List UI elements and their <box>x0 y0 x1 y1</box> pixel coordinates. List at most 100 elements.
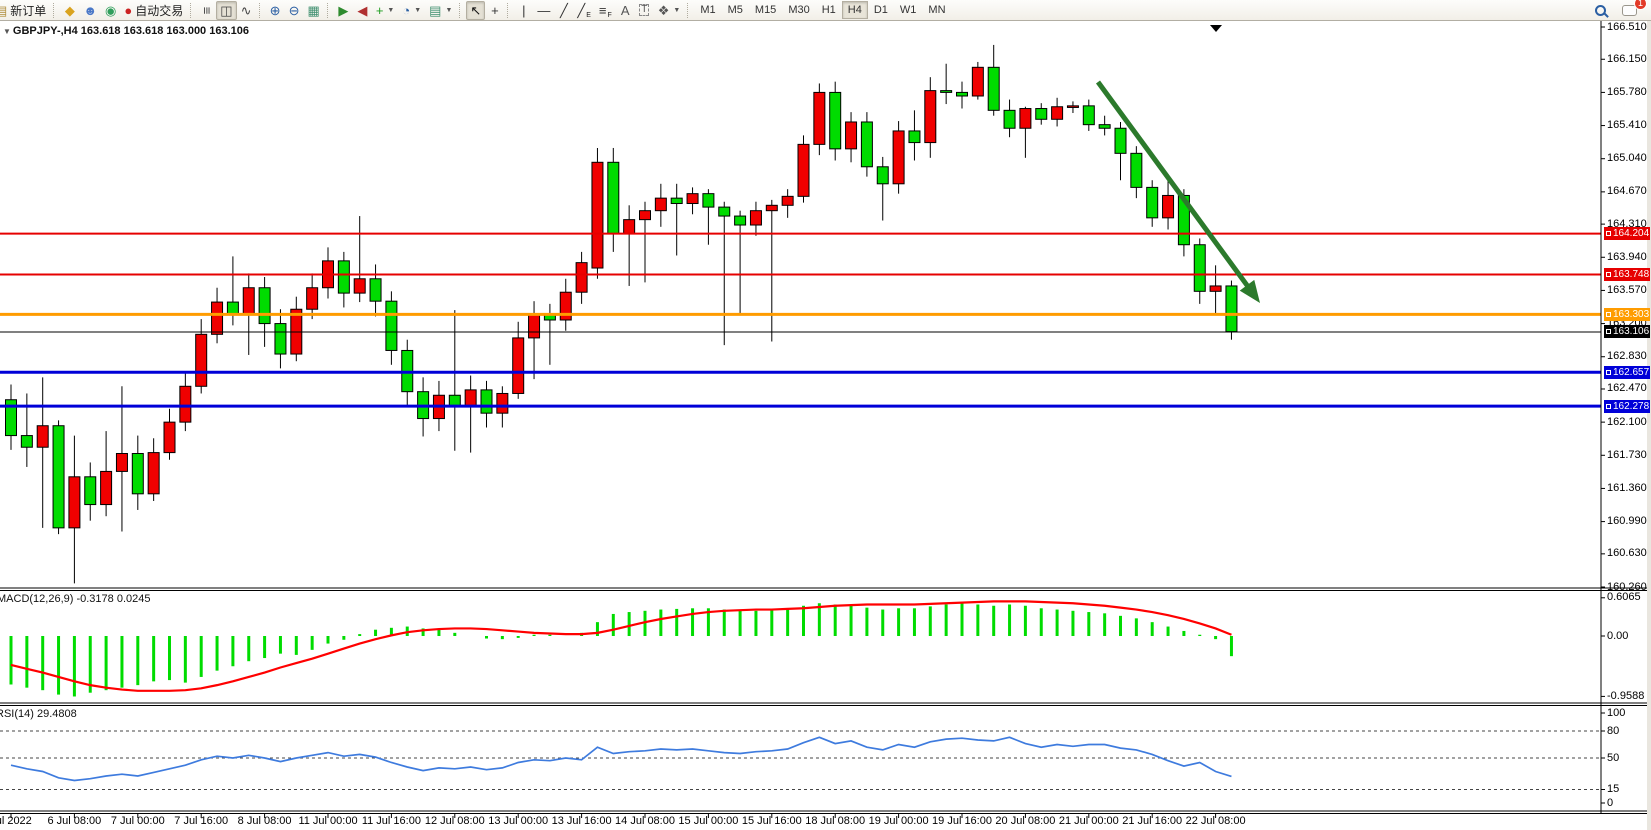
toolbar-separator <box>507 2 511 18</box>
auto-trading-button: ● <box>124 2 133 18</box>
signal-icon[interactable]: ◉ <box>101 1 120 20</box>
auto-scroll-icon[interactable]: ▶ <box>334 1 353 20</box>
time-axis-label: 20 Jul 08:00 <box>995 815 1056 827</box>
tag-connector-square <box>1606 329 1611 335</box>
cursor-icon[interactable]: ↖ <box>466 0 486 20</box>
chart-shift-icon: ◀ <box>357 2 368 18</box>
price-axis-label: 164.670 <box>1607 185 1647 198</box>
template-icon[interactable]: ▤ ▼ <box>425 1 456 20</box>
channel-icon[interactable]: ╱ E <box>577 2 591 19</box>
candle-body <box>68 476 81 529</box>
new-order-button[interactable]: ▤ 新订单 <box>0 1 50 20</box>
candle-body <box>623 219 636 235</box>
timeframe-button-M5[interactable]: M5 <box>727 4 743 16</box>
candle-body <box>84 476 97 506</box>
candle-body <box>829 91 842 150</box>
chart-shift-marker[interactable] <box>1210 25 1222 32</box>
text-label-icon: T <box>639 4 650 16</box>
shapes-icon[interactable]: ❖ ▼ <box>654 1 685 20</box>
price-tag: 164.204 <box>1604 227 1650 241</box>
candle-body <box>242 287 255 316</box>
timeframe-button-H4[interactable]: H4 <box>841 1 868 19</box>
candle-body <box>1019 108 1032 129</box>
candle-body <box>52 425 65 529</box>
market-watch-icon[interactable]: ◆ <box>60 1 79 20</box>
time-axis-label: 7 Jul 16:00 <box>174 815 229 827</box>
cursor-icon: ↖ <box>470 2 482 18</box>
time-axis-label: 19 Jul 00:00 <box>868 815 929 827</box>
time-axis-label: 11 Jul 16:00 <box>361 815 421 827</box>
chart-shift-icon[interactable]: ◀ <box>353 1 372 20</box>
tag-connector-square <box>1606 369 1611 375</box>
zoom-out-icon: ⊖ <box>288 2 300 18</box>
candle-body <box>1162 194 1175 219</box>
periodicity-icon: ◔ <box>402 2 411 18</box>
candle-body <box>956 91 968 97</box>
price-tag: 163.106 <box>1604 325 1650 339</box>
zoom-in-icon[interactable]: ⊕ <box>266 1 285 20</box>
channel-icon: ╱ <box>577 2 586 18</box>
timeframe-button-M30[interactable]: M30 <box>788 4 810 16</box>
candle-body <box>654 197 667 212</box>
zoom-out-icon[interactable]: ⊖ <box>285 1 304 20</box>
candle-body <box>179 385 192 423</box>
timeframe-button-M1[interactable]: M1 <box>700 4 716 16</box>
price-axis-label: 162.100 <box>1607 415 1647 428</box>
accounts-icon[interactable]: ☻ <box>79 1 101 20</box>
timeframe-button-W1[interactable]: W1 <box>899 4 917 16</box>
macd-axis-label: -0.9588 <box>1607 689 1645 702</box>
timeframe-button-MN[interactable]: MN <box>928 4 946 16</box>
tile-windows-icon[interactable]: ▦ <box>304 1 324 20</box>
timeframe-button-D1[interactable]: D1 <box>873 4 888 16</box>
candlestick-chart-icon[interactable]: ◫ <box>216 0 237 20</box>
toolbar-separator <box>53 2 57 18</box>
auto-trading-button[interactable]: ● 自动交易 <box>120 1 187 20</box>
candle-body <box>702 193 715 208</box>
timeframe-toolbar: M1 M5 M15 M30 H1 H4 D1 W1 MN <box>694 1 951 19</box>
notifications-button[interactable]: 1 <box>1618 0 1647 20</box>
price-tag-value: 164.204 <box>1613 228 1650 240</box>
candle-body <box>987 66 1000 111</box>
timeframe-button-M15[interactable]: M15 <box>754 4 777 16</box>
price-axis-label: 160.630 <box>1607 547 1647 560</box>
search-button[interactable] <box>1591 1 1610 20</box>
candle-body <box>765 204 778 212</box>
timeframe-button-H1[interactable]: H1 <box>821 4 836 16</box>
vertical-line-icon[interactable]: | <box>514 1 533 20</box>
text-label-icon[interactable]: T <box>635 1 654 20</box>
rsi-axis-label: 80 <box>1607 724 1620 737</box>
toolbar-separator <box>459 2 463 18</box>
crosshair-icon[interactable]: + <box>485 1 504 20</box>
bar-chart-icon[interactable]: ≡ <box>197 1 216 20</box>
add-indicator-icon[interactable]: + ▼ <box>372 1 399 20</box>
candle-body <box>274 323 287 355</box>
candle-body <box>559 291 572 321</box>
trend-arrow-line[interactable] <box>1095 80 1254 294</box>
time-axis-label: 8 Jul 08:00 <box>237 815 292 827</box>
candle-body <box>1066 105 1079 108</box>
horizontal-line-icon[interactable]: — <box>533 1 554 20</box>
time-axis-label: 15 Jul 00:00 <box>678 815 739 827</box>
periodicity-icon[interactable]: ◔ ▼ <box>398 1 425 20</box>
shapes-icon: ❖ <box>657 2 670 18</box>
toolbar-separator <box>190 2 194 18</box>
text-icon[interactable]: A <box>616 1 635 20</box>
window-edge <box>1647 0 1651 830</box>
new-order-button-label: 新订单 <box>10 3 47 18</box>
candle-body <box>1051 106 1064 120</box>
trendline-icon[interactable]: ╱ <box>554 1 573 20</box>
time-axis-label: 18 Jul 08:00 <box>805 815 866 827</box>
time-axis-label: 7 Jul 00:00 <box>110 815 165 827</box>
candle-body <box>115 452 128 472</box>
time-axis-label: 14 Jul 08:00 <box>615 815 675 827</box>
price-axis-label: 163.940 <box>1607 250 1647 263</box>
chart-context-arrow[interactable]: ▼ <box>3 27 11 36</box>
new-order-button: ▤ <box>0 2 8 18</box>
tag-connector-square <box>1606 311 1611 317</box>
candle-body <box>20 435 33 448</box>
macd-signal-line <box>10 600 1232 692</box>
time-axis-label: 6 Jul 08:00 <box>47 815 102 827</box>
line-chart-icon[interactable]: ∿ <box>237 1 256 20</box>
fibonacci-icon[interactable]: ≡ F <box>598 2 612 19</box>
